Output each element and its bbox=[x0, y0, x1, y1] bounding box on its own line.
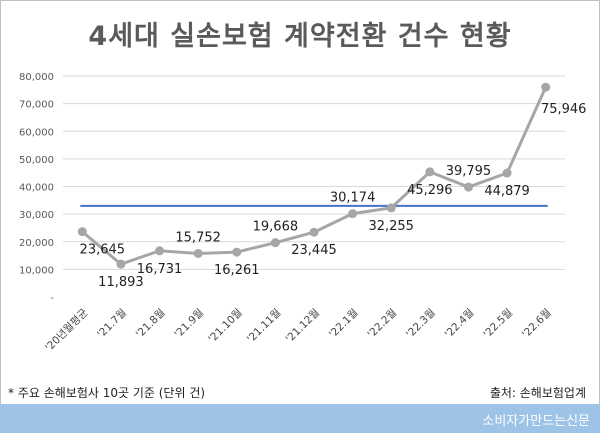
y-tick-label: 60,000 bbox=[19, 127, 54, 138]
x-tick-label: '21.11월 bbox=[245, 307, 284, 346]
x-tick-label: '22.3월 bbox=[404, 307, 438, 341]
data-label: 30,174 bbox=[330, 191, 376, 206]
x-tick-label: '20년월평균 bbox=[43, 306, 91, 354]
x-tick-label: '22.6월 bbox=[520, 307, 554, 341]
data-label: 19,668 bbox=[253, 220, 299, 235]
data-label: 75,946 bbox=[541, 102, 587, 117]
data-point bbox=[348, 209, 358, 219]
x-tick-label: '21.10월 bbox=[206, 307, 245, 346]
data-label: 39,795 bbox=[446, 164, 492, 179]
y-tick-label: - bbox=[50, 293, 54, 304]
data-point bbox=[77, 227, 87, 237]
unit-note: * 주요 손해보험사 10곳 기준 (단위 건) bbox=[8, 386, 206, 400]
data-label: 15,752 bbox=[175, 230, 221, 245]
x-tick-label: '21.7월 bbox=[95, 307, 129, 341]
data-point bbox=[541, 82, 551, 92]
publisher-name: 소비자가만드는신문 bbox=[482, 414, 590, 429]
x-tick-label: '21.9월 bbox=[172, 307, 206, 341]
x-tick-label: '21.8월 bbox=[134, 307, 168, 341]
x-tick-label: '22.4월 bbox=[443, 307, 477, 341]
data-point bbox=[425, 167, 435, 177]
data-point bbox=[155, 246, 165, 256]
data-label: 16,261 bbox=[214, 263, 260, 278]
data-label: 23,445 bbox=[291, 243, 337, 258]
x-tick-label: '22.1월 bbox=[327, 307, 361, 341]
data-point bbox=[270, 238, 280, 248]
chart-title: 4세대 실손보험 계약전환 건수 현황 bbox=[88, 21, 512, 52]
y-tick-label: 50,000 bbox=[19, 155, 54, 166]
data-label: 32,255 bbox=[368, 219, 414, 234]
y-tick-label: 70,000 bbox=[19, 100, 54, 111]
data-label: 16,731 bbox=[137, 262, 183, 277]
data-point bbox=[463, 182, 473, 192]
y-tick-label: 30,000 bbox=[19, 210, 54, 221]
data-label: 44,879 bbox=[484, 184, 530, 199]
data-label: 11,893 bbox=[98, 275, 144, 290]
y-tick-label: 10,000 bbox=[19, 265, 54, 276]
data-label: 23,645 bbox=[80, 243, 126, 258]
data-point bbox=[232, 247, 242, 257]
x-tick-label: '22.2월 bbox=[365, 307, 399, 341]
y-tick-label: 20,000 bbox=[19, 238, 54, 249]
y-tick-label: 80,000 bbox=[19, 72, 54, 83]
source-text: 출처: 손해보험업계 bbox=[489, 386, 586, 400]
footer-bar: 소비자가만드는신문 bbox=[0, 404, 600, 433]
data-label: 45,296 bbox=[407, 183, 453, 198]
data-point bbox=[193, 248, 203, 258]
data-point bbox=[502, 168, 512, 178]
data-point bbox=[116, 259, 126, 269]
data-point bbox=[309, 227, 319, 237]
y-tick-label: 40,000 bbox=[19, 183, 54, 194]
data-point bbox=[386, 203, 396, 213]
x-tick-label: '21.12월 bbox=[284, 307, 323, 346]
x-tick-label: '22.5월 bbox=[481, 307, 515, 341]
